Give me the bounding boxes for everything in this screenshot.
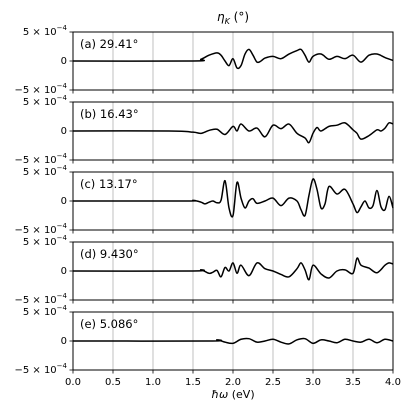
- series-line: [72, 121, 394, 144]
- x-tick-label: 0.0: [65, 377, 81, 388]
- panel-frame: [72, 101, 394, 161]
- series-line: [72, 257, 394, 281]
- y-tick-label-zero: 0: [61, 126, 67, 137]
- series-line: [72, 48, 394, 70]
- panel-1: 5 × 10−4 0 −5 × 10−4 (b) 16.43°: [14, 94, 394, 166]
- y-tick-label-bottom: −5 × 10−4: [14, 152, 67, 166]
- x-tick-label: 4.0: [385, 377, 401, 388]
- panel-label: (a) 29.41°: [80, 37, 138, 51]
- series-line: [72, 337, 394, 345]
- x-tick-label: 1.5: [185, 377, 201, 388]
- y-tick-label-top: 5 × 10−4: [23, 24, 68, 38]
- x-tick-labels: 0.0 0.5 1.0 1.5 2.0 2.5 3.0 3.5 4.0: [65, 377, 401, 388]
- y-tick-label-bottom: −5 × 10−4: [14, 362, 67, 376]
- x-tick-label: 2.0: [225, 377, 241, 388]
- x-tick-label: 1.0: [145, 377, 161, 388]
- panels-group: 5 × 10−4 0 −5 × 10−4 (a) 29.41° 5 × 10−4 0 −5 …: [14, 24, 394, 376]
- y-tick-label-zero: 0: [61, 196, 67, 207]
- x-tick-label: 2.5: [265, 377, 281, 388]
- panel-label: (e) 5.086°: [80, 317, 138, 331]
- panel-label: (d) 9.430°: [80, 247, 139, 261]
- x-tick-label: 3.0: [305, 377, 321, 388]
- y-tick-label-bottom: −5 × 10−4: [14, 292, 67, 306]
- x-tick-label: 3.5: [345, 377, 361, 388]
- series-line: [72, 178, 394, 218]
- y-tick-label-zero: 0: [61, 56, 67, 67]
- panel-2: 5 × 10−4 0 −5 × 10−4 (c) 13.17°: [14, 164, 394, 236]
- panel-4: 5 × 10−4 0 −5 × 10−4 (e) 5.086°: [14, 304, 394, 376]
- panel-3: 5 × 10−4 0 −5 × 10−4 (d) 9.430°: [14, 234, 394, 306]
- y-tick-label-zero: 0: [61, 336, 67, 347]
- y-tick-label-top: 5 × 10−4: [23, 164, 68, 178]
- figure-title: ηK (°): [217, 10, 249, 26]
- panel-frame: [72, 311, 394, 371]
- panel-0: 5 × 10−4 0 −5 × 10−4 (a) 29.41°: [14, 24, 394, 96]
- x-tick-label: 0.5: [105, 377, 121, 388]
- y-tick-label-top: 5 × 10−4: [23, 94, 68, 108]
- x-axis-label: ħω (eV): [211, 388, 254, 401]
- panel-label: (b) 16.43°: [80, 107, 139, 121]
- panel-frame: [72, 241, 394, 301]
- panel-label: (c) 13.17°: [80, 177, 138, 191]
- y-tick-label-top: 5 × 10−4: [23, 304, 68, 318]
- panel-frame: [72, 171, 394, 231]
- y-tick-label-top: 5 × 10−4: [23, 234, 68, 248]
- panel-frame: [72, 31, 394, 91]
- y-tick-label-zero: 0: [61, 266, 67, 277]
- y-tick-label-bottom: −5 × 10−4: [14, 222, 67, 236]
- y-tick-label-bottom: −5 × 10−4: [14, 82, 67, 96]
